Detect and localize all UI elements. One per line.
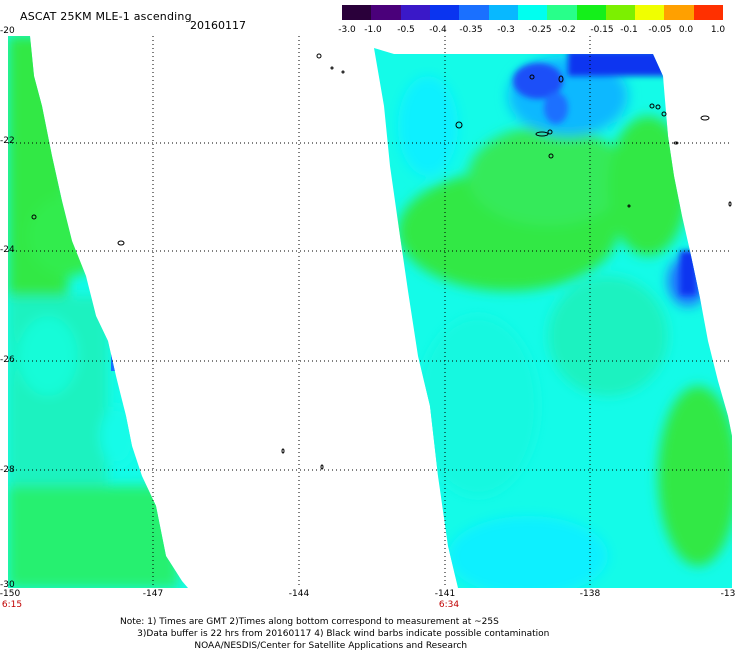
colorbar-swatch bbox=[547, 5, 577, 20]
colorbar-label: 1.0 bbox=[710, 25, 726, 35]
colorbar-swatch bbox=[342, 5, 372, 20]
lon-label: -141 bbox=[434, 589, 456, 599]
colorbar-swatch bbox=[605, 5, 636, 20]
left-swath bbox=[8, 36, 188, 588]
colorbar-swatch bbox=[400, 5, 430, 20]
colorbar-label: -0.3 bbox=[497, 25, 515, 35]
colorbar-label: -0.5 bbox=[397, 25, 415, 35]
lon-label: -13 bbox=[720, 589, 736, 599]
footnote-line: Note: 1) Times are GMT 2)Times along bot… bbox=[120, 617, 499, 627]
colorbar-label: -1.0 bbox=[364, 25, 382, 35]
lat-label: -28 bbox=[0, 465, 15, 475]
pass-time-label: 6:15 bbox=[1, 600, 23, 610]
colorbar-swatch bbox=[517, 5, 548, 20]
footnote: Note: 1) Times are GMT 2)Times along bot… bbox=[120, 616, 549, 652]
lat-label: -30 bbox=[0, 580, 15, 590]
colorbar-label: -3.0 bbox=[338, 25, 356, 35]
lat-label: -24 bbox=[0, 245, 15, 255]
colorbar-label: -0.35 bbox=[459, 25, 483, 35]
colorbar-label: -0.05 bbox=[648, 25, 672, 35]
chart-title: ASCAT 25KM MLE-1 ascending bbox=[20, 10, 192, 23]
lon-label: -144 bbox=[288, 589, 310, 599]
colorbar-swatch bbox=[635, 5, 665, 20]
lon-label: -147 bbox=[142, 589, 164, 599]
lat-label: -22 bbox=[0, 136, 15, 146]
graticule bbox=[8, 36, 732, 588]
lon-label: -150 bbox=[0, 589, 21, 599]
footnote-line: NOAA/NESDIS/Center for Satellite Applica… bbox=[120, 641, 468, 651]
colorbar bbox=[342, 5, 724, 20]
colorbar-swatch bbox=[693, 5, 724, 20]
pass-time-label: 6:34 bbox=[438, 600, 460, 610]
lon-label: -138 bbox=[579, 589, 601, 599]
lat-label: -26 bbox=[0, 355, 15, 365]
lat-label: -20 bbox=[0, 26, 15, 36]
colorbar-swatch bbox=[429, 5, 460, 20]
colorbar-label: 0.0 bbox=[678, 25, 694, 35]
colorbar-swatch bbox=[576, 5, 606, 20]
colorbar-swatch bbox=[371, 5, 401, 20]
colorbar-label: -0.25 bbox=[528, 25, 552, 35]
wind-map-canvas bbox=[8, 36, 732, 588]
wind-map bbox=[8, 36, 732, 588]
colorbar-swatch bbox=[664, 5, 694, 20]
footnote-line: 3)Data buffer is 22 hrs from 20160117 4)… bbox=[120, 629, 550, 639]
colorbar-swatch bbox=[488, 5, 518, 20]
colorbar-swatch bbox=[459, 5, 489, 20]
island-outlines bbox=[31, 53, 732, 470]
colorbar-label: -0.4 bbox=[429, 25, 447, 35]
colorbar-label: -0.15 bbox=[590, 25, 614, 35]
colorbar-label: -0.1 bbox=[620, 25, 638, 35]
colorbar-labels: -3.0 -1.0 -0.5 -0.4 -0.35 -0.3 -0.25 -0.… bbox=[330, 25, 740, 37]
chart-date: 20160117 bbox=[190, 19, 246, 32]
right-swath bbox=[374, 48, 732, 588]
colorbar-label: -0.2 bbox=[558, 25, 576, 35]
